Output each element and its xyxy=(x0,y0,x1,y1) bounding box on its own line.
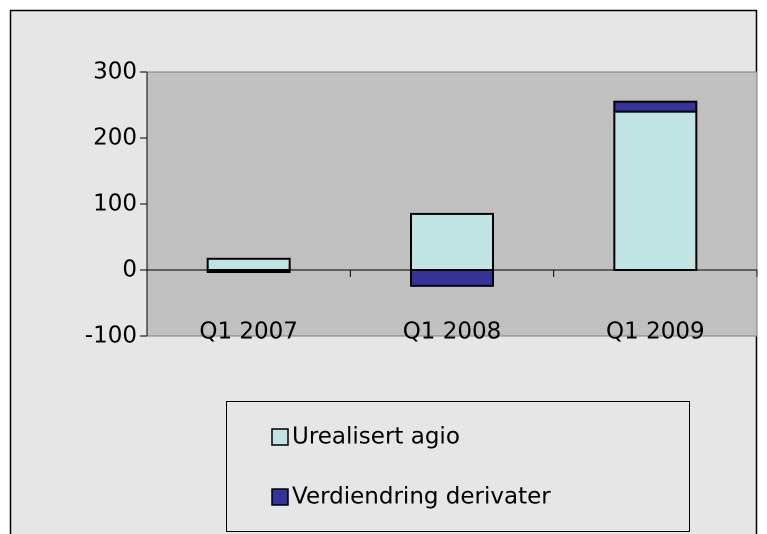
y-tick-label: 100 xyxy=(93,191,137,217)
legend-swatch xyxy=(271,428,289,446)
y-tick-label: -100 xyxy=(85,323,137,349)
y-tick-label: 200 xyxy=(93,125,137,151)
x-tick-label: Q1 2007 xyxy=(199,319,298,345)
legend-swatch xyxy=(271,488,289,506)
bar xyxy=(613,110,698,271)
bar xyxy=(410,212,494,271)
x-tick-label: Q1 2009 xyxy=(606,319,705,345)
x-tick-label: Q1 2008 xyxy=(403,319,502,345)
legend xyxy=(226,401,690,532)
y-tick-label: 0 xyxy=(122,257,137,283)
legend-label: Verdiendring derivater xyxy=(292,484,551,510)
bar xyxy=(410,269,494,287)
legend-label: Urealisert agio xyxy=(292,424,460,450)
y-tick-label: 300 xyxy=(93,59,137,85)
bar xyxy=(613,100,698,113)
bar xyxy=(206,257,291,271)
bar xyxy=(206,269,291,273)
